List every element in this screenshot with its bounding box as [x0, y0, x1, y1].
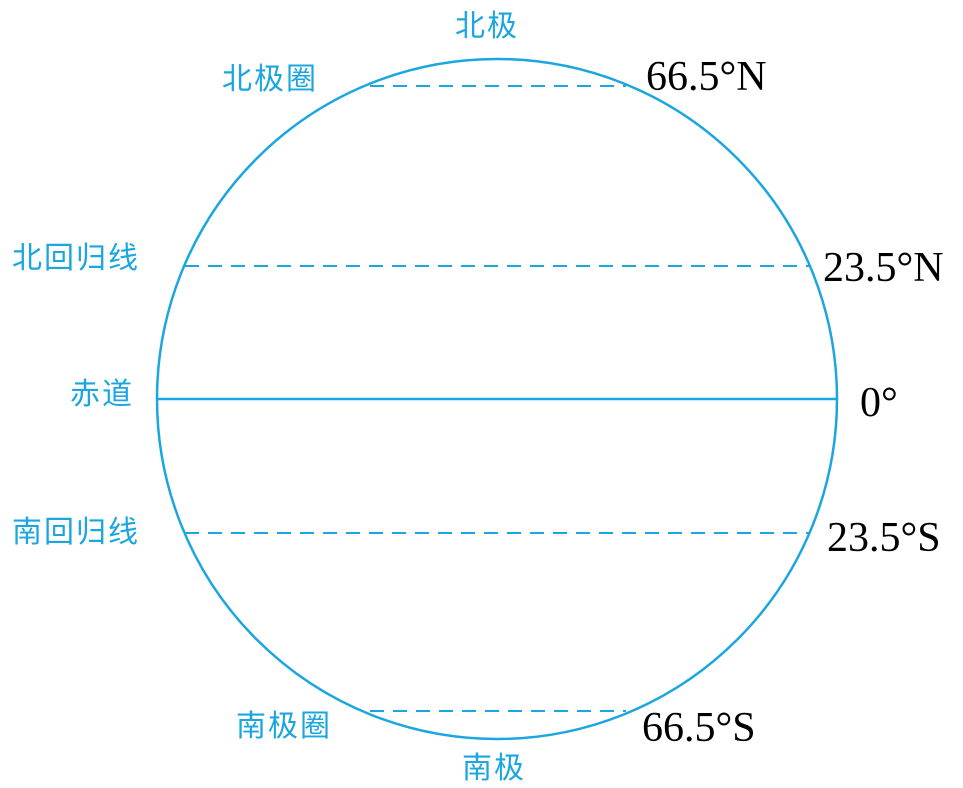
equator-latitude: 0° — [860, 380, 898, 426]
north-pole-label: 北极 — [455, 9, 519, 44]
antarctic-circle-latitude: 66.5°S — [642, 705, 756, 751]
antarctic-circle-name: 南极圈 — [236, 709, 332, 744]
tropic-of-capricorn-name: 南回归线 — [12, 515, 140, 550]
equator-name: 赤道 — [70, 377, 134, 412]
arctic-circle-latitude: 66.5°N — [646, 54, 767, 100]
south-pole-label: 南极 — [462, 751, 526, 786]
tropic-of-cancer-latitude: 23.5°N — [823, 245, 944, 291]
arctic-circle-name: 北极圈 — [222, 62, 318, 97]
tropic-of-capricorn-latitude: 23.5°S — [827, 515, 941, 561]
tropic-of-cancer-name: 北回归线 — [12, 241, 140, 276]
